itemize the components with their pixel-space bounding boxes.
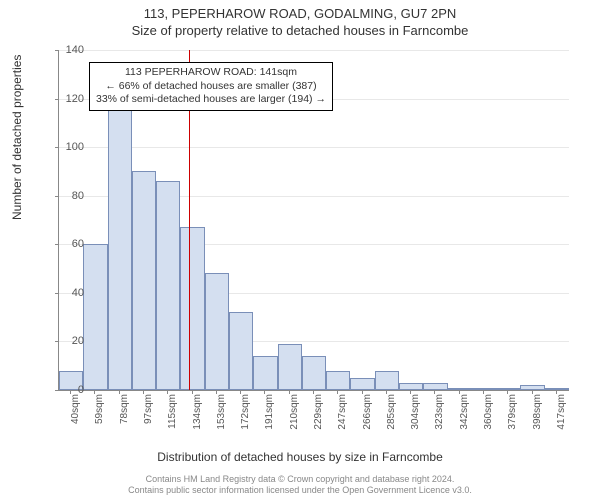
xtick-label: 342sqm [459,394,470,444]
xtick-label: 172sqm [240,394,251,444]
histogram-bar [496,388,520,390]
xtick-label: 247sqm [337,394,348,444]
grid-line [59,50,569,51]
histogram-bar [132,171,156,390]
chart-container: 113, PEPERHAROW ROAD, GODALMING, GU7 2PN… [0,0,600,500]
ytick-label: 60 [44,238,84,250]
histogram-bar [423,383,447,390]
xtick-label: 153sqm [216,394,227,444]
ytick-label: 40 [44,287,84,299]
ytick-label: 80 [44,190,84,202]
xtick-label: 360sqm [483,394,494,444]
annotation-box: 113 PEPERHAROW ROAD: 141sqm← 66% of deta… [89,62,333,111]
histogram-bar [108,103,132,390]
annotation-line-1: 113 PEPERHAROW ROAD: 141sqm [96,66,326,80]
xtick-label: 210sqm [289,394,300,444]
ytick-label: 140 [44,44,84,56]
histogram-bar [375,371,399,390]
xtick-label: 398sqm [532,394,543,444]
xtick-label: 304sqm [410,394,421,444]
annotation-line-3: 33% of semi-detached houses are larger (… [96,93,326,107]
histogram-bar [83,244,107,390]
ytick-label: 0 [44,384,84,396]
histogram-bar [520,385,544,390]
x-axis-label: Distribution of detached houses by size … [0,450,600,464]
ytick-label: 120 [44,93,84,105]
histogram-bar [156,181,180,390]
histogram-bar [302,356,326,390]
histogram-bar [278,344,302,390]
histogram-bar [350,378,374,390]
xtick-label: 97sqm [143,394,154,444]
xtick-label: 266sqm [362,394,373,444]
histogram-bar [448,388,472,390]
ytick-label: 20 [44,335,84,347]
histogram-bar [399,383,423,390]
page-title: 113, PEPERHAROW ROAD, GODALMING, GU7 2PN [0,0,600,21]
histogram-bar [545,388,569,390]
histogram-bar [205,273,229,390]
xtick-label: 40sqm [70,394,81,444]
histogram-bar [180,227,204,390]
y-axis-label: Number of detached properties [10,55,24,220]
xtick-label: 59sqm [94,394,105,444]
footer-line-1: Contains HM Land Registry data © Crown c… [0,474,600,485]
histogram-bar [326,371,350,390]
chart-area: 113 PEPERHAROW ROAD: 141sqm← 66% of deta… [58,50,568,410]
plot-region: 113 PEPERHAROW ROAD: 141sqm← 66% of deta… [58,50,569,391]
xtick-label: 417sqm [556,394,567,444]
histogram-bar [253,356,277,390]
xtick-label: 323sqm [434,394,445,444]
footer-attribution: Contains HM Land Registry data © Crown c… [0,474,600,496]
annotation-line-2: ← 66% of detached houses are smaller (38… [96,80,326,94]
xtick-label: 191sqm [264,394,275,444]
footer-line-2: Contains public sector information licen… [0,485,600,496]
xtick-label: 379sqm [507,394,518,444]
xtick-label: 285sqm [386,394,397,444]
xtick-label: 229sqm [313,394,324,444]
xtick-label: 78sqm [119,394,130,444]
xtick-label: 115sqm [167,394,178,444]
xtick-label: 134sqm [192,394,203,444]
page-subtitle: Size of property relative to detached ho… [0,21,600,38]
grid-line [59,147,569,148]
ytick-label: 100 [44,141,84,153]
histogram-bar [229,312,253,390]
